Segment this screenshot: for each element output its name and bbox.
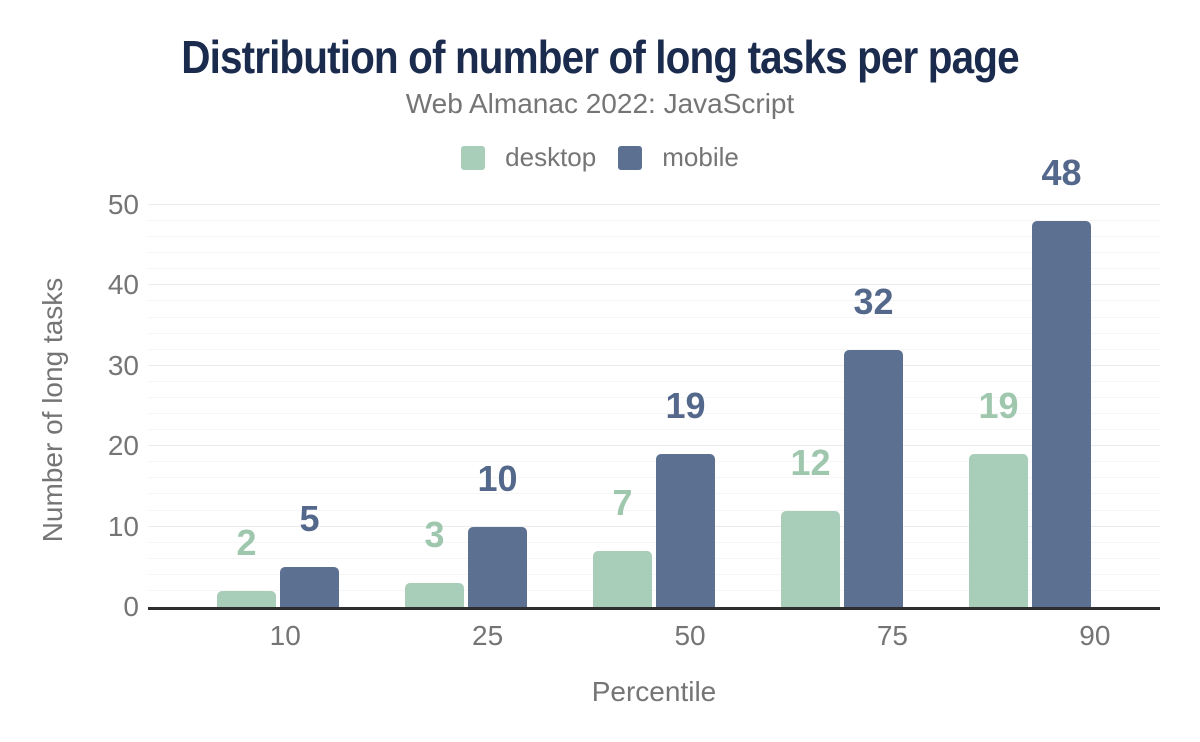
- bar-desktop-p10[interactable]: 2: [217, 524, 276, 607]
- x-tick-label: 10: [269, 620, 301, 651]
- x-axis-ticks: 10 25 50 75 90: [148, 620, 1200, 652]
- y-axis-title: Number of long tasks: [37, 277, 68, 543]
- plot-area: 2 5 3 10 7 19 12 32 19 48: [148, 155, 1160, 610]
- bar-desktop-p90[interactable]: 19: [969, 388, 1028, 607]
- gridline-minor: [148, 429, 1160, 431]
- chart-subtitle: Web Almanac 2022: JavaScript: [405, 88, 795, 119]
- bar-desktop-p25[interactable]: 3: [405, 516, 464, 607]
- gridline-minor: [148, 348, 1160, 350]
- bar-desktop-p75[interactable]: 12: [781, 444, 840, 607]
- legend-label-desktop: desktop: [505, 142, 597, 172]
- legend-swatch-desktop: [461, 145, 486, 170]
- x-tick-label: 75: [876, 620, 908, 651]
- gridline-minor: [148, 413, 1160, 415]
- y-tick-label: 10: [107, 510, 139, 542]
- gridline-minor: [148, 252, 1160, 254]
- gridline-major: [148, 364, 1160, 366]
- y-tick-label: 30: [107, 349, 139, 381]
- bar-value-label: 10: [477, 457, 518, 499]
- gridline-minor: [148, 493, 1160, 495]
- gridline-minor: [148, 316, 1160, 318]
- bar-value-label: 32: [853, 280, 894, 322]
- chart-title: Distribution of number of long tasks per…: [181, 31, 1019, 83]
- gridline-minor: [148, 557, 1160, 559]
- y-tick-label: 20: [107, 430, 139, 462]
- legend-item-mobile[interactable]: mobile: [618, 142, 739, 173]
- bar-mobile-p90[interactable]: 48: [1032, 155, 1091, 607]
- gridline-minor: [148, 477, 1160, 479]
- bar-group-p75: 12 32: [748, 205, 936, 607]
- gridline-minor: [148, 396, 1160, 398]
- gridline-minor: [148, 332, 1160, 334]
- gridline-major: [148, 284, 1160, 286]
- x-tick-label: 90: [1079, 620, 1111, 651]
- bar-desktop-p50[interactable]: 7: [593, 484, 652, 607]
- bar-mobile-p50[interactable]: 19: [656, 388, 715, 607]
- bar-mobile-p25[interactable]: 10: [468, 460, 527, 607]
- gridline-minor: [148, 589, 1160, 591]
- gridline-minor: [148, 236, 1160, 238]
- x-axis-title: Percentile: [591, 676, 717, 707]
- x-tick-label: 50: [674, 620, 706, 651]
- bar-value-label: 3: [424, 513, 445, 555]
- bar-value-label: 19: [978, 385, 1019, 427]
- y-tick-label: 0: [123, 591, 139, 622]
- gridline-major: [148, 525, 1160, 527]
- gridline-minor: [148, 541, 1160, 543]
- gridline-major: [148, 445, 1160, 447]
- legend-label-mobile: mobile: [662, 142, 739, 172]
- bar-row: 2 5 3 10 7 19 12 32 19 48: [148, 155, 1160, 607]
- bar-value-label: 48: [1041, 152, 1082, 194]
- gridline-minor: [148, 573, 1160, 575]
- gridline-minor: [148, 300, 1160, 302]
- bar-mobile-p75[interactable]: 32: [844, 283, 903, 607]
- bar-value-label: 12: [790, 441, 831, 483]
- bar-value-label: 5: [299, 497, 320, 539]
- bar-group-p50: 7 19: [560, 205, 748, 607]
- gridline-minor: [148, 380, 1160, 382]
- gridline-major: [148, 204, 1160, 205]
- bar-group-p25: 3 10: [372, 205, 560, 607]
- gridline-minor: [148, 220, 1160, 222]
- y-tick-label: 50: [107, 189, 139, 220]
- bar-value-label: 19: [665, 385, 706, 427]
- bar-group-p90: 19 48: [936, 155, 1124, 607]
- bar-value-label: 2: [236, 521, 257, 563]
- legend-swatch-mobile: [618, 145, 643, 170]
- x-axis-line: [148, 607, 1160, 610]
- legend-item-desktop[interactable]: desktop: [461, 142, 596, 173]
- gridline-minor: [148, 461, 1160, 463]
- y-tick-label: 40: [107, 269, 139, 301]
- gridline-minor: [148, 509, 1160, 511]
- x-tick-label: 25: [472, 620, 504, 651]
- legend: desktop mobile: [0, 142, 1200, 173]
- gridline-minor: [148, 268, 1160, 270]
- bar-value-label: 7: [612, 481, 633, 523]
- bar-mobile-p10[interactable]: 5: [280, 500, 339, 607]
